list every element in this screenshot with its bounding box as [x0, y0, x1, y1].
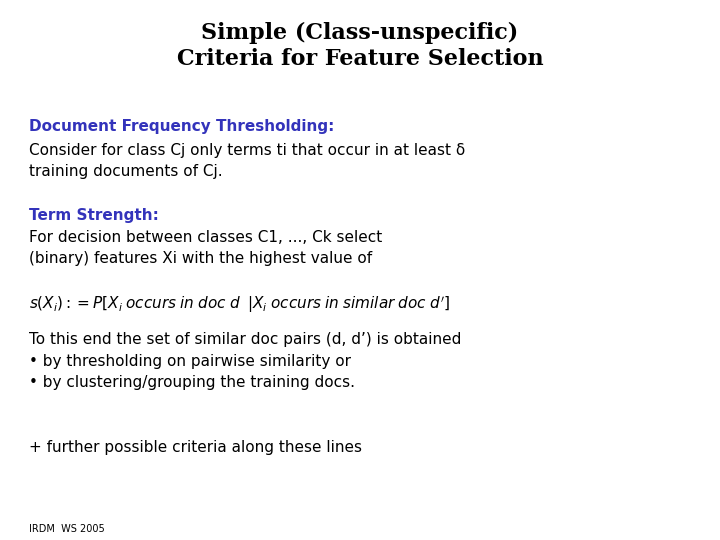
- Text: To this end the set of similar doc pairs (d, d’) is obtained
• by thresholding o: To this end the set of similar doc pairs…: [29, 332, 462, 390]
- Text: Simple (Class-unspecific)
Criteria for Feature Selection: Simple (Class-unspecific) Criteria for F…: [176, 22, 544, 70]
- Text: + further possible criteria along these lines: + further possible criteria along these …: [29, 440, 362, 455]
- Text: IRDM  WS 2005: IRDM WS 2005: [29, 524, 104, 534]
- Text: Consider for class Cj only terms ti that occur in at least δ
training documents : Consider for class Cj only terms ti that…: [29, 143, 465, 179]
- Text: Term Strength:: Term Strength:: [29, 208, 158, 223]
- Text: $s(X_i) := P[X_i \; occurs\; in\; doc\; d \;\; | X_i \; occurs\; in\; similar\; : $s(X_i) := P[X_i \; occurs\; in\; doc\; …: [29, 294, 450, 315]
- Text: For decision between classes C1, ..., Ck select
(binary) features Xi with the hi: For decision between classes C1, ..., Ck…: [29, 230, 382, 266]
- Text: Document Frequency Thresholding:: Document Frequency Thresholding:: [29, 119, 334, 134]
